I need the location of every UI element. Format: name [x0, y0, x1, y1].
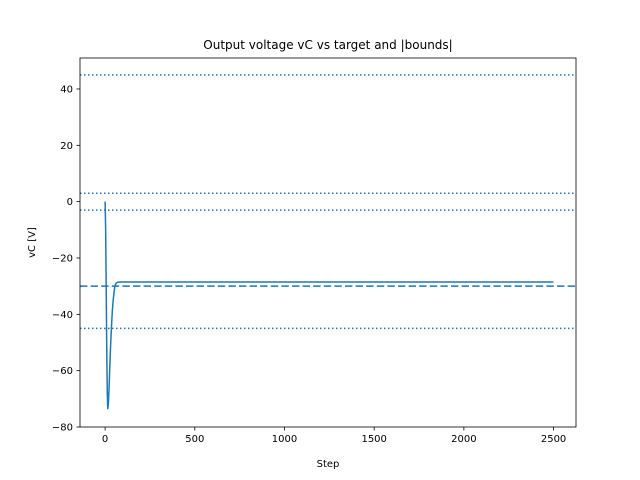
y-tick-label: −20 — [52, 253, 73, 264]
plot-frame — [79, 57, 577, 428]
x-tick-label: 500 — [185, 434, 204, 445]
x-tick-label: 0 — [102, 434, 108, 445]
reference-lines — [80, 74, 576, 330]
x-tick-label: 1500 — [361, 434, 386, 445]
y-tick-label: −40 — [52, 310, 73, 321]
x-tick-label: 1000 — [272, 434, 297, 445]
y-tick-label: −80 — [52, 423, 73, 434]
x-tick-label: 2000 — [451, 434, 476, 445]
x-axis: 0 500 1000 1500 2000 2500 — [102, 427, 566, 445]
x-axis-label: Step — [317, 459, 340, 470]
x-tick-label: 2500 — [541, 434, 566, 445]
series-layer — [104, 201, 554, 410]
series-line-0 — [104, 201, 554, 410]
y-axis-label: vC [V] — [27, 227, 38, 258]
chart-title: Output voltage vC vs target and |bounds| — [203, 38, 452, 52]
y-tick-label: 0 — [67, 197, 73, 208]
y-tick-label: 40 — [60, 84, 73, 95]
y-tick-label: 20 — [60, 141, 73, 152]
y-tick-label: −60 — [52, 366, 73, 377]
y-axis: −80 −60 −40 −20 0 20 40 — [52, 84, 80, 434]
plot-area — [80, 58, 576, 427]
